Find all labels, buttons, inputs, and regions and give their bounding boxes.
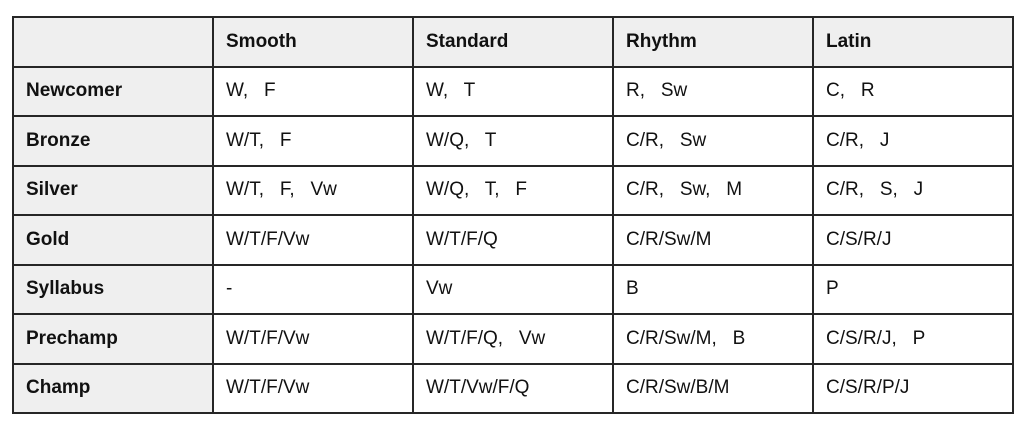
table-row: Champ W/T/F/Vw W/T/Vw/F/Q C/R/Sw/B/M C/S/R/P…	[12, 362, 1014, 414]
table-cell: C/R, Sw, M	[612, 164, 814, 216]
table-cell: C/R/Sw/M	[612, 214, 814, 266]
table-cell: W/T/Vw/F/Q	[412, 362, 614, 414]
dance-levels-table: Smooth Standard Rhythm Latin Newcomer W, F W,…	[12, 16, 1014, 414]
column-header-smooth: Smooth	[212, 16, 414, 68]
row-header: Silver	[12, 164, 214, 216]
table-cell: P	[812, 263, 1014, 315]
table-cell: C/S/R/J, P	[812, 313, 1014, 365]
table-row: Syllabus - Vw B P	[12, 263, 1014, 315]
row-header: Champ	[12, 362, 214, 414]
table-cell: W/Q, T	[412, 115, 614, 167]
table-cell: W/T, F	[212, 115, 414, 167]
table-cell: W, F	[212, 65, 414, 117]
table-cell: W, T	[412, 65, 614, 117]
table-row: Bronze W/T, F W/Q, T C/R, Sw C/R, J	[12, 115, 1014, 167]
row-header: Prechamp	[12, 313, 214, 365]
column-header-latin: Latin	[812, 16, 1014, 68]
table-cell: Vw	[412, 263, 614, 315]
table-cell: C/S/R/P/J	[812, 362, 1014, 414]
table-cell: C/S/R/J	[812, 214, 1014, 266]
table-cell: C/R, Sw	[612, 115, 814, 167]
row-header: Syllabus	[12, 263, 214, 315]
row-header: Bronze	[12, 115, 214, 167]
table-cell: -	[212, 263, 414, 315]
table-row: Newcomer W, F W, T R, Sw C, R	[12, 65, 1014, 117]
header-row: Smooth Standard Rhythm Latin	[12, 16, 1014, 68]
table-cell: C/R, J	[812, 115, 1014, 167]
table-cell: W/Q, T, F	[412, 164, 614, 216]
table-row: Silver W/T, F, Vw W/Q, T, F C/R, Sw, M C/R, …	[12, 164, 1014, 216]
column-header-standard: Standard	[412, 16, 614, 68]
corner-header-cell	[12, 16, 214, 68]
table-cell: C/R/Sw/B/M	[612, 362, 814, 414]
table-cell: W/T/F/Q	[412, 214, 614, 266]
table-cell: B	[612, 263, 814, 315]
table-cell: W/T/F/Vw	[212, 313, 414, 365]
table-cell: W/T/F/Q, Vw	[412, 313, 614, 365]
row-header: Gold	[12, 214, 214, 266]
table-row: Prechamp W/T/F/Vw W/T/F/Q, Vw C/R/Sw/M, B C/…	[12, 313, 1014, 365]
table-cell: C/R, S, J	[812, 164, 1014, 216]
table-cell: W/T/F/Vw	[212, 362, 414, 414]
table-row: Gold W/T/F/Vw W/T/F/Q C/R/Sw/M C/S/R/J	[12, 214, 1014, 266]
table-cell: W/T, F, Vw	[212, 164, 414, 216]
column-header-rhythm: Rhythm	[612, 16, 814, 68]
table-cell: C, R	[812, 65, 1014, 117]
table-cell: W/T/F/Vw	[212, 214, 414, 266]
row-header: Newcomer	[12, 65, 214, 117]
table-cell: C/R/Sw/M, B	[612, 313, 814, 365]
table-cell: R, Sw	[612, 65, 814, 117]
